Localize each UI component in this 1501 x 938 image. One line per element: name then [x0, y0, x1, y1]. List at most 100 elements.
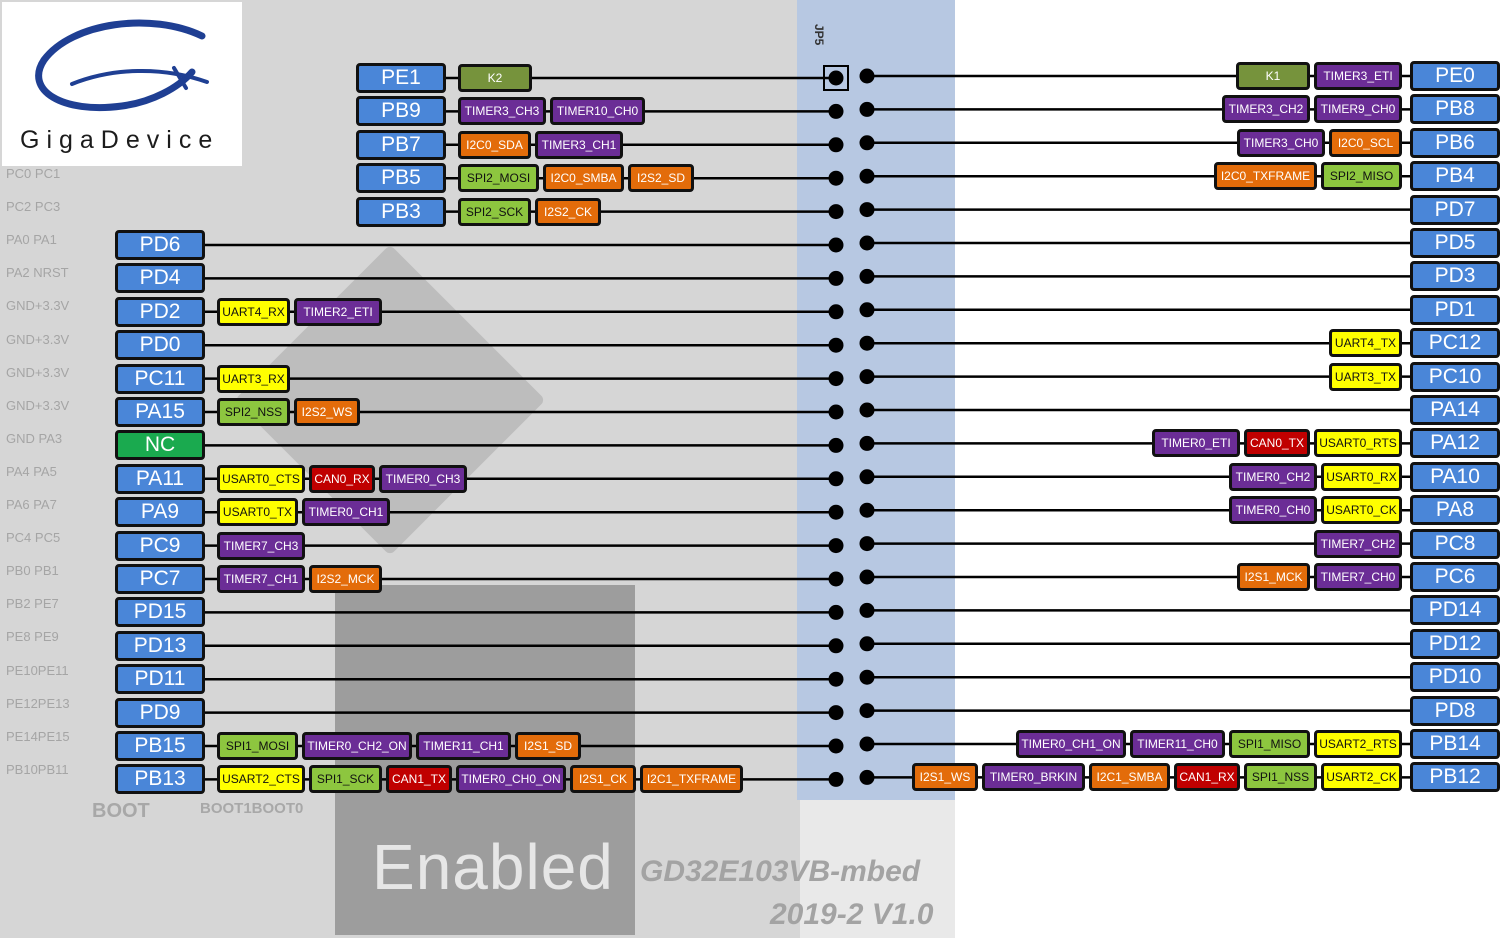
header-pin-right-pb4: [859, 168, 875, 184]
pin-label-pe1: PE1: [356, 63, 446, 93]
pin-label-pc7: PC7: [115, 564, 205, 594]
function-label-i2c: I2C0_TXFRAME: [1214, 162, 1317, 191]
function-label-i2c: I2S1_SD: [515, 732, 581, 760]
pin-label-pd15: PD15: [115, 597, 205, 628]
pin-label-nc: NC: [115, 430, 205, 461]
silk-pin-label: PA6 PA7: [6, 497, 57, 512]
header-pin-left-pb9: [828, 103, 844, 119]
header-pin-right-pb6: [859, 135, 875, 151]
function-label-spi: SPI1_NSS: [1244, 763, 1317, 792]
function-label-timer: TIMER3_CH2: [1222, 95, 1310, 124]
pin-label-pb15: PB15: [115, 731, 205, 761]
silk-enabled-text: Enabled: [372, 831, 614, 903]
silk-boot1boot0-text: BOOT1BOOT0: [200, 800, 304, 817]
function-label-uart: UART4_RX: [217, 297, 290, 326]
function-label-timer: TIMER0_CH2_ON: [302, 732, 412, 760]
function-label-i2c: I2C1_TXFRAME: [640, 765, 743, 794]
function-label-i2c: I2S2_SD: [628, 164, 694, 193]
function-label-spi: SPI2_SCK: [458, 197, 531, 226]
pin-label-pd0: PD0: [115, 330, 205, 361]
pin-label-pd9: PD9: [115, 697, 205, 728]
function-label-timer: TIMER7_CH0: [1314, 563, 1402, 591]
function-label-uart: USART2_CTS: [217, 765, 305, 794]
pin-label-pc9: PC9: [115, 530, 205, 561]
function-label-can: CAN1_TX: [386, 765, 452, 794]
function-label-timer: TIMER3_ETI: [1314, 62, 1402, 90]
function-label-timer: TIMER3_CH0: [1237, 128, 1325, 157]
pin-label-pc12: PC12: [1410, 328, 1500, 359]
header-pin-right-pd12: [859, 636, 875, 652]
header-pin-right-pb8: [859, 101, 875, 117]
gigadevice-wordmark: GigaDevice: [20, 126, 220, 154]
function-label-timer: TIMER7_CH1: [217, 565, 305, 593]
pin-label-pa11: PA11: [115, 463, 205, 494]
function-label-i2c: I2S1_CK: [570, 765, 636, 794]
function-label-i2c: I2S2_WS: [294, 398, 360, 426]
function-label-timer: TIMER0_CH1_ON: [1016, 730, 1126, 758]
header-pin-left-pb7: [828, 137, 844, 153]
pin-label-pd14: PD14: [1410, 595, 1500, 626]
header-pin-left-pd4: [828, 270, 844, 286]
header-pin-right-pc10: [859, 369, 875, 385]
pin-label-pd4: PD4: [115, 263, 205, 294]
function-label-can: CAN0_RX: [309, 464, 375, 493]
function-label-timer: TIMER7_CH3: [217, 531, 305, 560]
pin-label-pc11: PC11: [115, 363, 205, 394]
header-pin-right-pd1: [859, 302, 875, 318]
pin-label-pd8: PD8: [1410, 695, 1500, 726]
header-pin-left-pe1: [828, 70, 844, 86]
function-label-uart: USART0_RTS: [1314, 429, 1402, 458]
silk-pin-label: GND+3.3V: [6, 364, 70, 380]
header-pin-right-pd10: [859, 669, 875, 685]
function-label-timer: TIMER0_CH0_ON: [456, 765, 566, 794]
header-pin-left-pd9: [828, 705, 844, 721]
function-label-uart: USART0_CK: [1321, 496, 1402, 525]
header-pin-left-pa9: [828, 504, 844, 520]
pin-label-pd5: PD5: [1410, 228, 1500, 258]
pin-label-pc6: PC6: [1410, 562, 1500, 592]
silk-pin-label: PB10PB11: [6, 761, 69, 777]
function-label-timer: TIMER0_BRKIN: [982, 763, 1085, 792]
header-pin-left-pa11: [828, 471, 844, 487]
function-label-uart: USART0_RX: [1321, 462, 1402, 491]
header-pin-left-pb3: [828, 204, 844, 220]
silk-boot-text: BOOT: [92, 800, 150, 822]
header-pin-right-pc12: [859, 335, 875, 351]
function-label-spi: SPI1_MISO: [1229, 730, 1310, 758]
header-pin-right-pa10: [859, 469, 875, 485]
header-pin1-marker: [823, 65, 849, 91]
function-label-spi: SPI2_NSS: [217, 398, 290, 426]
pin-label-pd7: PD7: [1410, 194, 1500, 225]
pin-label-pa10: PA10: [1410, 461, 1500, 492]
silk-pin-label: PE10PE11: [6, 662, 69, 678]
pin-label-pb9: PB9: [356, 96, 446, 127]
header-pin-right-pd8: [859, 703, 875, 719]
function-label-uart: USART0_CTS: [217, 464, 305, 493]
pin-label-pd6: PD6: [115, 230, 205, 260]
function-label-i2c: I2S1_MCK: [1237, 563, 1310, 591]
function-label-i2c: I2C1_SMBA: [1089, 763, 1170, 792]
silk-pin-label: PB2 PE7: [6, 596, 59, 612]
header-pin-right-pd5: [859, 235, 875, 251]
function-label-spi: SPI1_SCK: [309, 765, 382, 794]
pin-label-pd12: PD12: [1410, 628, 1500, 659]
header-pin-right-pa8: [859, 502, 875, 518]
pin-label-pb14: PB14: [1410, 729, 1500, 759]
header-pin-left-pd0: [828, 337, 844, 353]
pin-label-pe0: PE0: [1410, 61, 1500, 91]
function-label-timer: TIMER0_ETI: [1152, 429, 1240, 458]
header-pin-right-pb14: [859, 736, 875, 752]
function-label-i2c: I2S2_MCK: [309, 565, 382, 593]
header-pin-right-pb12: [859, 769, 875, 785]
function-label-i2c: I2C0_SMBA: [543, 164, 624, 193]
header-pin-right-pa14: [859, 402, 875, 418]
function-label-i2c: I2C0_SDA: [458, 130, 531, 159]
header-pin-left-pb15: [828, 738, 844, 754]
silk-pin-label: PC4 PC5: [6, 530, 61, 546]
function-label-uart: USART2_CK: [1321, 763, 1402, 792]
silk-pin-label: PC2 PC3: [6, 199, 61, 215]
header-pin-right-pe0: [859, 68, 875, 84]
header-pin-right-pc8: [859, 536, 875, 552]
header-pin-left-pa15: [828, 404, 844, 420]
